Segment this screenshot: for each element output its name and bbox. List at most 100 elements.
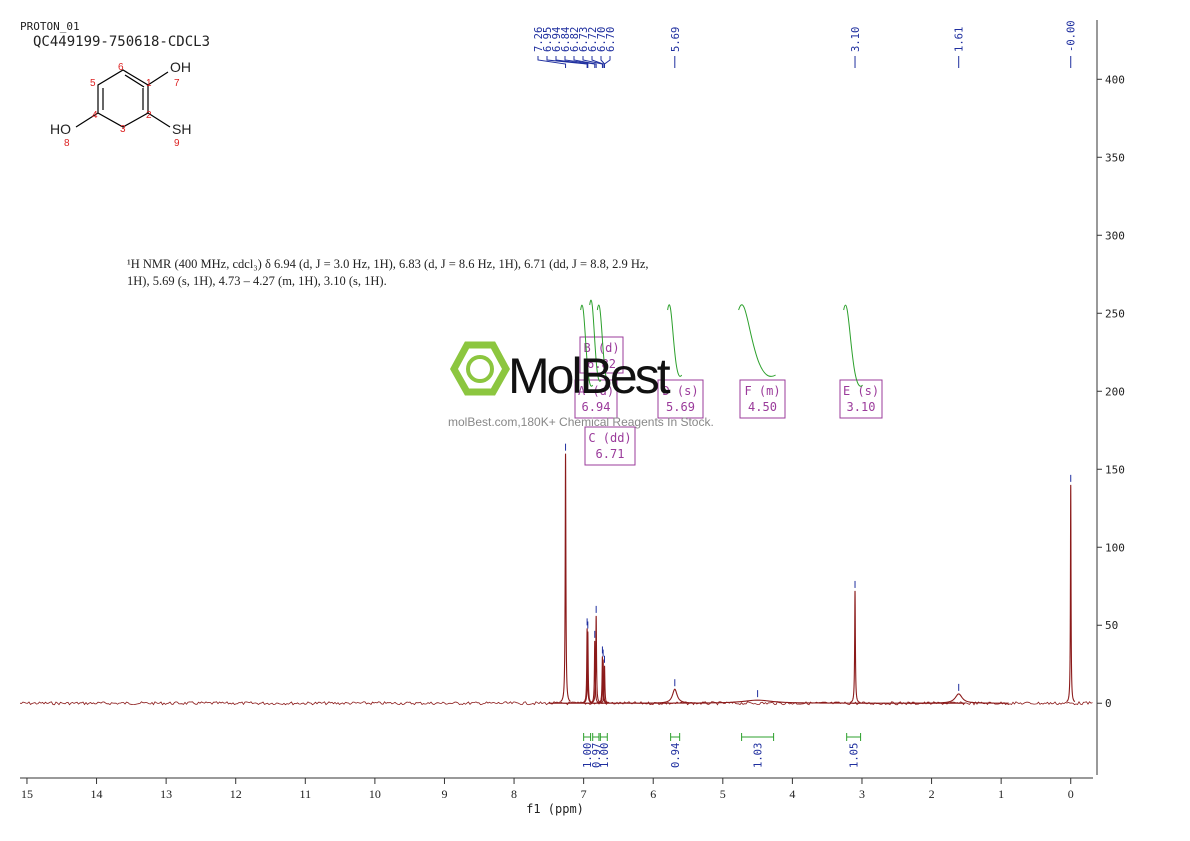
integral-bar bbox=[583, 733, 592, 741]
multiplet-box bbox=[579, 336, 624, 374]
integral-curve bbox=[589, 300, 602, 382]
multiplet-shift: 3.10 bbox=[847, 400, 876, 414]
x-tick-label: 15 bbox=[21, 787, 33, 801]
atom-number: 9 bbox=[174, 138, 180, 149]
y-tick-label: 50 bbox=[1105, 619, 1118, 632]
atom-number: 8 bbox=[64, 138, 70, 149]
y-tick-label: 0 bbox=[1105, 697, 1112, 710]
peak bbox=[548, 699, 965, 704]
multiplet-name: B (d) bbox=[583, 341, 619, 355]
x-tick-label: 8 bbox=[511, 787, 517, 801]
x-tick-label: 7 bbox=[581, 787, 587, 801]
logo bbox=[449, 341, 511, 396]
tagline: molBest.com,180K+ Chemical Reagents In S… bbox=[448, 415, 714, 429]
structure-labels: OH HO SH 1 2 3 4 5 6 7 8 9 bbox=[50, 59, 191, 149]
y-tick-label: 250 bbox=[1105, 307, 1125, 320]
experiment: PROTON_01 bbox=[20, 20, 80, 33]
y-tick-label: 200 bbox=[1105, 385, 1125, 398]
x-tick-label: 1 bbox=[998, 787, 1004, 801]
x-tick-label: 12 bbox=[230, 787, 242, 801]
logo-ring bbox=[466, 355, 494, 383]
peak bbox=[560, 453, 571, 702]
peak bbox=[641, 688, 709, 704]
peak-leader bbox=[573, 56, 597, 68]
multiplet-shift: 5.69 bbox=[666, 400, 695, 414]
brand: MolBest bbox=[508, 348, 671, 404]
peak-label: 3.10 bbox=[850, 27, 862, 52]
x-tick-label: 10 bbox=[369, 787, 381, 801]
atom-number: 1 bbox=[146, 78, 152, 89]
group: OH bbox=[170, 59, 191, 75]
peak-label: 6.84 bbox=[560, 27, 572, 52]
atom-number: 6 bbox=[118, 62, 124, 73]
peak-label: 6.73 bbox=[578, 27, 590, 52]
peak bbox=[849, 590, 861, 704]
integral-curve bbox=[738, 304, 776, 377]
sample-id: QC449199-750618-CDCL3 bbox=[33, 34, 210, 50]
description: 1H), 5.69 (s, 1H), 4.73 – 4.27 (m, 1H), … bbox=[127, 274, 387, 288]
peak bbox=[591, 615, 602, 704]
integral-curve bbox=[667, 304, 683, 377]
peak-leader bbox=[564, 56, 596, 68]
x-tick-label: 6 bbox=[650, 787, 656, 801]
y-tick-label: 150 bbox=[1105, 463, 1125, 476]
multiplet-box bbox=[584, 426, 636, 466]
peak-leader bbox=[537, 56, 567, 68]
integral-bar bbox=[846, 733, 862, 741]
y-tick-label: 350 bbox=[1105, 151, 1125, 164]
multiplet-shift: 4.50 bbox=[748, 400, 777, 414]
integral-value: 1.00 bbox=[582, 743, 594, 768]
integral-curve bbox=[843, 304, 863, 387]
x-tick-label: 2 bbox=[929, 787, 935, 801]
multiplet-box bbox=[739, 379, 786, 419]
group: HO bbox=[50, 121, 71, 137]
integral-value: 1.03 bbox=[753, 743, 765, 768]
x-tick-label: 3 bbox=[859, 787, 865, 801]
multiplet-box bbox=[839, 379, 883, 419]
peak bbox=[1066, 484, 1076, 703]
atom-number: 4 bbox=[92, 110, 98, 121]
multiplet-name: E (s) bbox=[843, 384, 879, 398]
x-tick-label: 4 bbox=[789, 787, 795, 801]
integral-bar bbox=[592, 733, 600, 741]
multiplet-name: A (d) bbox=[578, 384, 614, 398]
peak-leader bbox=[582, 56, 603, 68]
peak-label: 6.82 bbox=[569, 27, 581, 52]
multiplet-name: C (dd) bbox=[588, 431, 631, 445]
multiplet-shift: 6.94 bbox=[582, 400, 611, 414]
multiplet-shift: 6.82 bbox=[587, 357, 616, 371]
integral-value: 0.94 bbox=[670, 743, 682, 768]
integral-curve bbox=[580, 305, 594, 387]
peak-leader bbox=[555, 56, 589, 68]
peak-label: -0.00 bbox=[1066, 20, 1078, 52]
integral-curve bbox=[596, 304, 610, 382]
multiplet-box bbox=[574, 379, 618, 419]
x-tick-label: 9 bbox=[441, 787, 447, 801]
integral-value: 1.05 bbox=[849, 743, 861, 768]
atom-number: 7 bbox=[174, 78, 180, 89]
integral-bar bbox=[670, 733, 681, 741]
peak-label: 6.72 bbox=[587, 27, 599, 52]
peak-label: 7.26 bbox=[533, 27, 545, 52]
peak-leader bbox=[591, 56, 604, 68]
structure bbox=[75, 69, 171, 128]
baseline bbox=[19, 701, 1093, 706]
y-tick-label: 100 bbox=[1105, 541, 1125, 554]
peak-label: 5.69 bbox=[670, 27, 682, 52]
integral-bar bbox=[741, 733, 775, 741]
y-tick-label: 300 bbox=[1105, 229, 1125, 242]
x-tick-label: 0 bbox=[1068, 787, 1074, 801]
atom-number: 3 bbox=[120, 124, 126, 135]
ring bbox=[75, 69, 171, 128]
multiplet-name: F (m) bbox=[744, 384, 780, 398]
integral-value: 1.00 bbox=[599, 743, 611, 768]
peak-label: 6.94 bbox=[551, 27, 563, 52]
integral-value: 0.97 bbox=[591, 743, 603, 768]
multiplet-name: D (s) bbox=[662, 384, 698, 398]
multiplet-box bbox=[657, 379, 704, 419]
peak-leader bbox=[604, 56, 611, 68]
x-tick-label: 13 bbox=[160, 787, 172, 801]
x-tick-label: 14 bbox=[91, 787, 103, 801]
